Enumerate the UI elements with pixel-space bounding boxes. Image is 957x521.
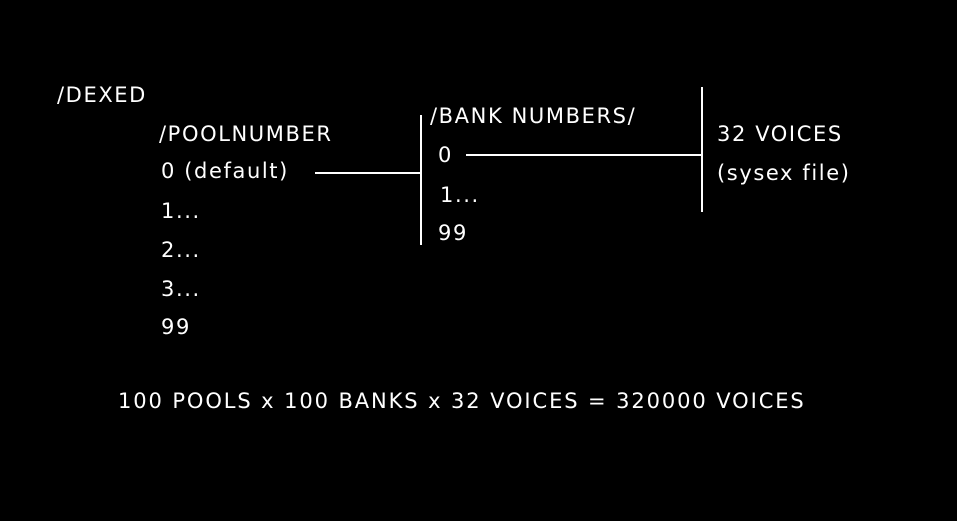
voices-file-label: (sysex file)	[717, 161, 851, 185]
pool-item-3: 3...	[161, 277, 201, 301]
bank-item-0: 0	[438, 143, 453, 167]
bank-to-voices-connector	[466, 154, 703, 156]
pool-header: /POOLNUMBER	[159, 122, 333, 146]
pool-item-2: 2...	[161, 238, 201, 262]
bank-item-99: 99	[438, 221, 468, 245]
bank-item-1: 1...	[440, 183, 480, 207]
root-label: /DEXED	[57, 83, 147, 107]
voices-label: 32 VOICES	[717, 122, 843, 146]
pool-item-99: 99	[161, 315, 191, 339]
pool-item-default: 0 (default)	[161, 159, 289, 183]
pool-item-1: 1...	[161, 199, 201, 223]
bank-header: /BANK NUMBERS/	[430, 104, 637, 128]
pool-to-bank-connector	[315, 172, 421, 174]
voices-bracket-line	[701, 87, 703, 212]
bank-bracket-line	[420, 115, 422, 245]
total-voices-formula: 100 POOLS x 100 BANKS x 32 VOICES = 3200…	[118, 389, 806, 413]
